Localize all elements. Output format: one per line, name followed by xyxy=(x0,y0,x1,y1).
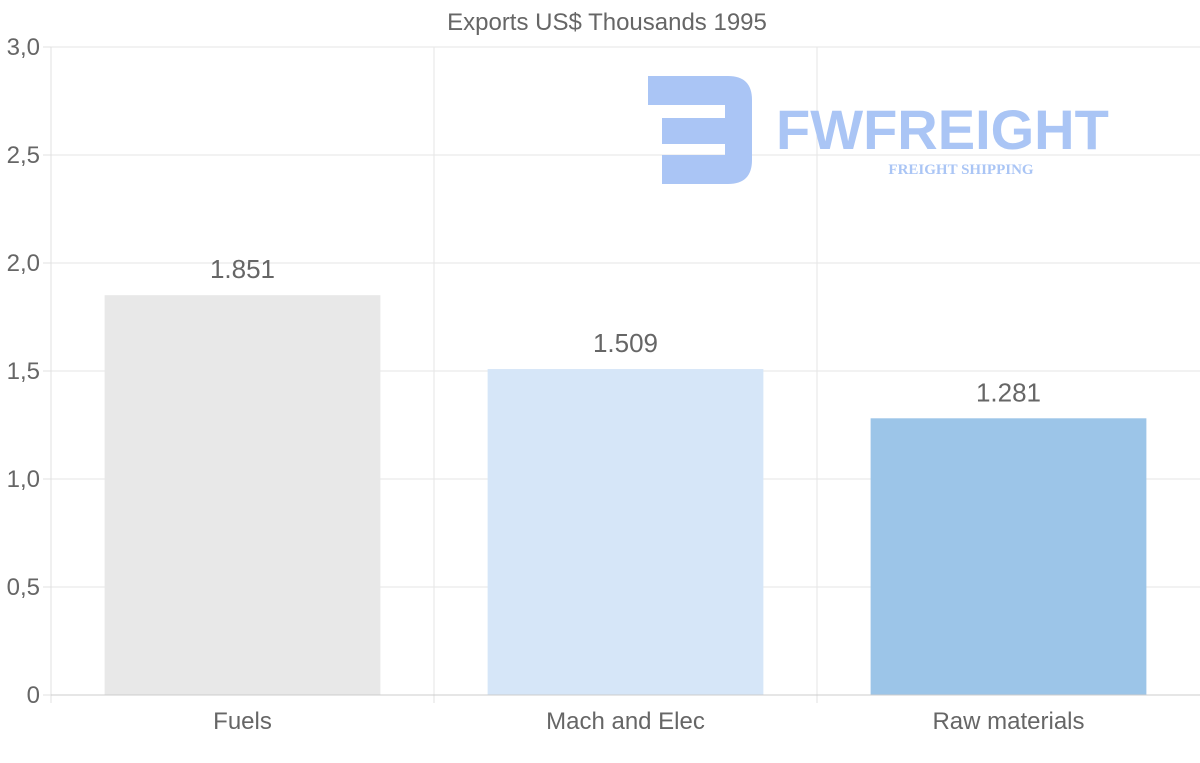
watermark-logo: FWFREIGHT FREIGHT SHIPPING xyxy=(648,76,1109,184)
y-tick-label: 1,5 xyxy=(7,358,40,385)
watermark-tagline: FREIGHT SHIPPING xyxy=(888,162,1033,178)
y-tick-label: 0,5 xyxy=(7,574,40,601)
x-tick-label: Mach and Elec xyxy=(546,708,705,735)
y-tick-label: 1,0 xyxy=(7,466,40,493)
bar-fuels xyxy=(104,295,381,695)
bar-mach-and-elec xyxy=(487,369,764,695)
axes xyxy=(43,46,1200,703)
bars xyxy=(104,295,1147,695)
chart-title: Exports US$ Thousands 1995 xyxy=(447,9,767,36)
watermark-brand: FWFREIGHT xyxy=(776,98,1109,161)
fw-logo-icon xyxy=(648,76,752,184)
y-tick-label: 3,0 xyxy=(7,34,40,61)
x-tick-label: Fuels xyxy=(213,708,272,735)
labels: 0 0,5 1,0 1,5 2,0 2,5 3,0 1.851 Fuels 1.509 Mach a… xyxy=(7,34,1085,735)
y-tick-label: 2,0 xyxy=(7,250,40,277)
data-label: 1.851 xyxy=(210,254,275,284)
x-tick-label: Raw materials xyxy=(932,708,1084,735)
data-label: 1.281 xyxy=(976,377,1041,407)
data-label: 1.509 xyxy=(593,328,658,358)
y-tick-label: 0 xyxy=(27,682,40,709)
y-tick-label: 2,5 xyxy=(7,142,40,169)
bar-raw-materials xyxy=(870,418,1147,695)
